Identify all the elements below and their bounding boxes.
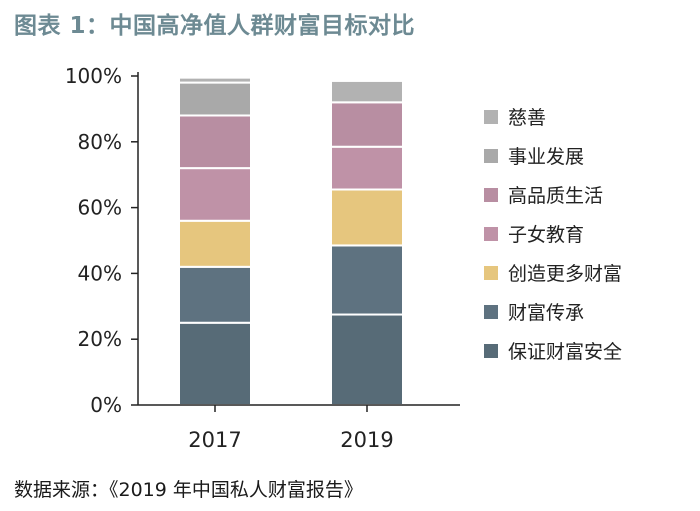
- bar-segment-2017-6: [178, 76, 252, 84]
- x-category-label: 2017: [188, 428, 241, 452]
- legend-label: 高品质生活: [508, 185, 603, 207]
- y-tick-label: 60%: [78, 196, 122, 220]
- bar-segment-2019-4: [330, 101, 404, 148]
- bar-segment-2019-0: [330, 313, 404, 406]
- legend-label: 财富传承: [508, 302, 584, 324]
- bar-segment-2017-0: [178, 321, 252, 406]
- bar-segment-2019-1: [330, 244, 404, 316]
- y-tick-label: 40%: [78, 261, 122, 285]
- bar-segment-2017-1: [178, 265, 252, 324]
- legend-label: 保证财富安全: [508, 341, 622, 363]
- bar-segment-2017-4: [178, 114, 252, 170]
- x-category-label: 2019: [340, 428, 393, 452]
- legend-label: 慈善: [508, 107, 546, 129]
- legend-label: 子女教育: [508, 224, 584, 246]
- legend-swatch: [484, 188, 498, 202]
- legend-swatch: [484, 266, 498, 280]
- bar-segment-2017-5: [178, 81, 252, 117]
- legend-swatch: [484, 110, 498, 124]
- bar-segment-2019-6: [330, 79, 404, 104]
- legend-swatch: [484, 344, 498, 358]
- bar-segment-2019-3: [330, 145, 404, 191]
- legend-swatch: [484, 227, 498, 241]
- y-tick-label: 100%: [65, 64, 122, 88]
- y-tick-label: 80%: [78, 130, 122, 154]
- y-tick-label: 0%: [90, 393, 122, 417]
- legend-swatch: [484, 149, 498, 163]
- legend-label: 创造更多财富: [508, 263, 622, 285]
- y-tick-label: 20%: [78, 327, 122, 351]
- chart-title: 图表 1：中国高净值人群财富目标对比: [14, 13, 416, 39]
- bar-segment-2019-2: [330, 188, 404, 247]
- bar-segment-2017-3: [178, 167, 252, 222]
- legend-label: 事业发展: [508, 146, 584, 168]
- bar-segment-2017-2: [178, 219, 252, 268]
- data-source-note: 数据来源：《2019 年中国私人财富报告》: [14, 479, 363, 501]
- legend-swatch: [484, 305, 498, 319]
